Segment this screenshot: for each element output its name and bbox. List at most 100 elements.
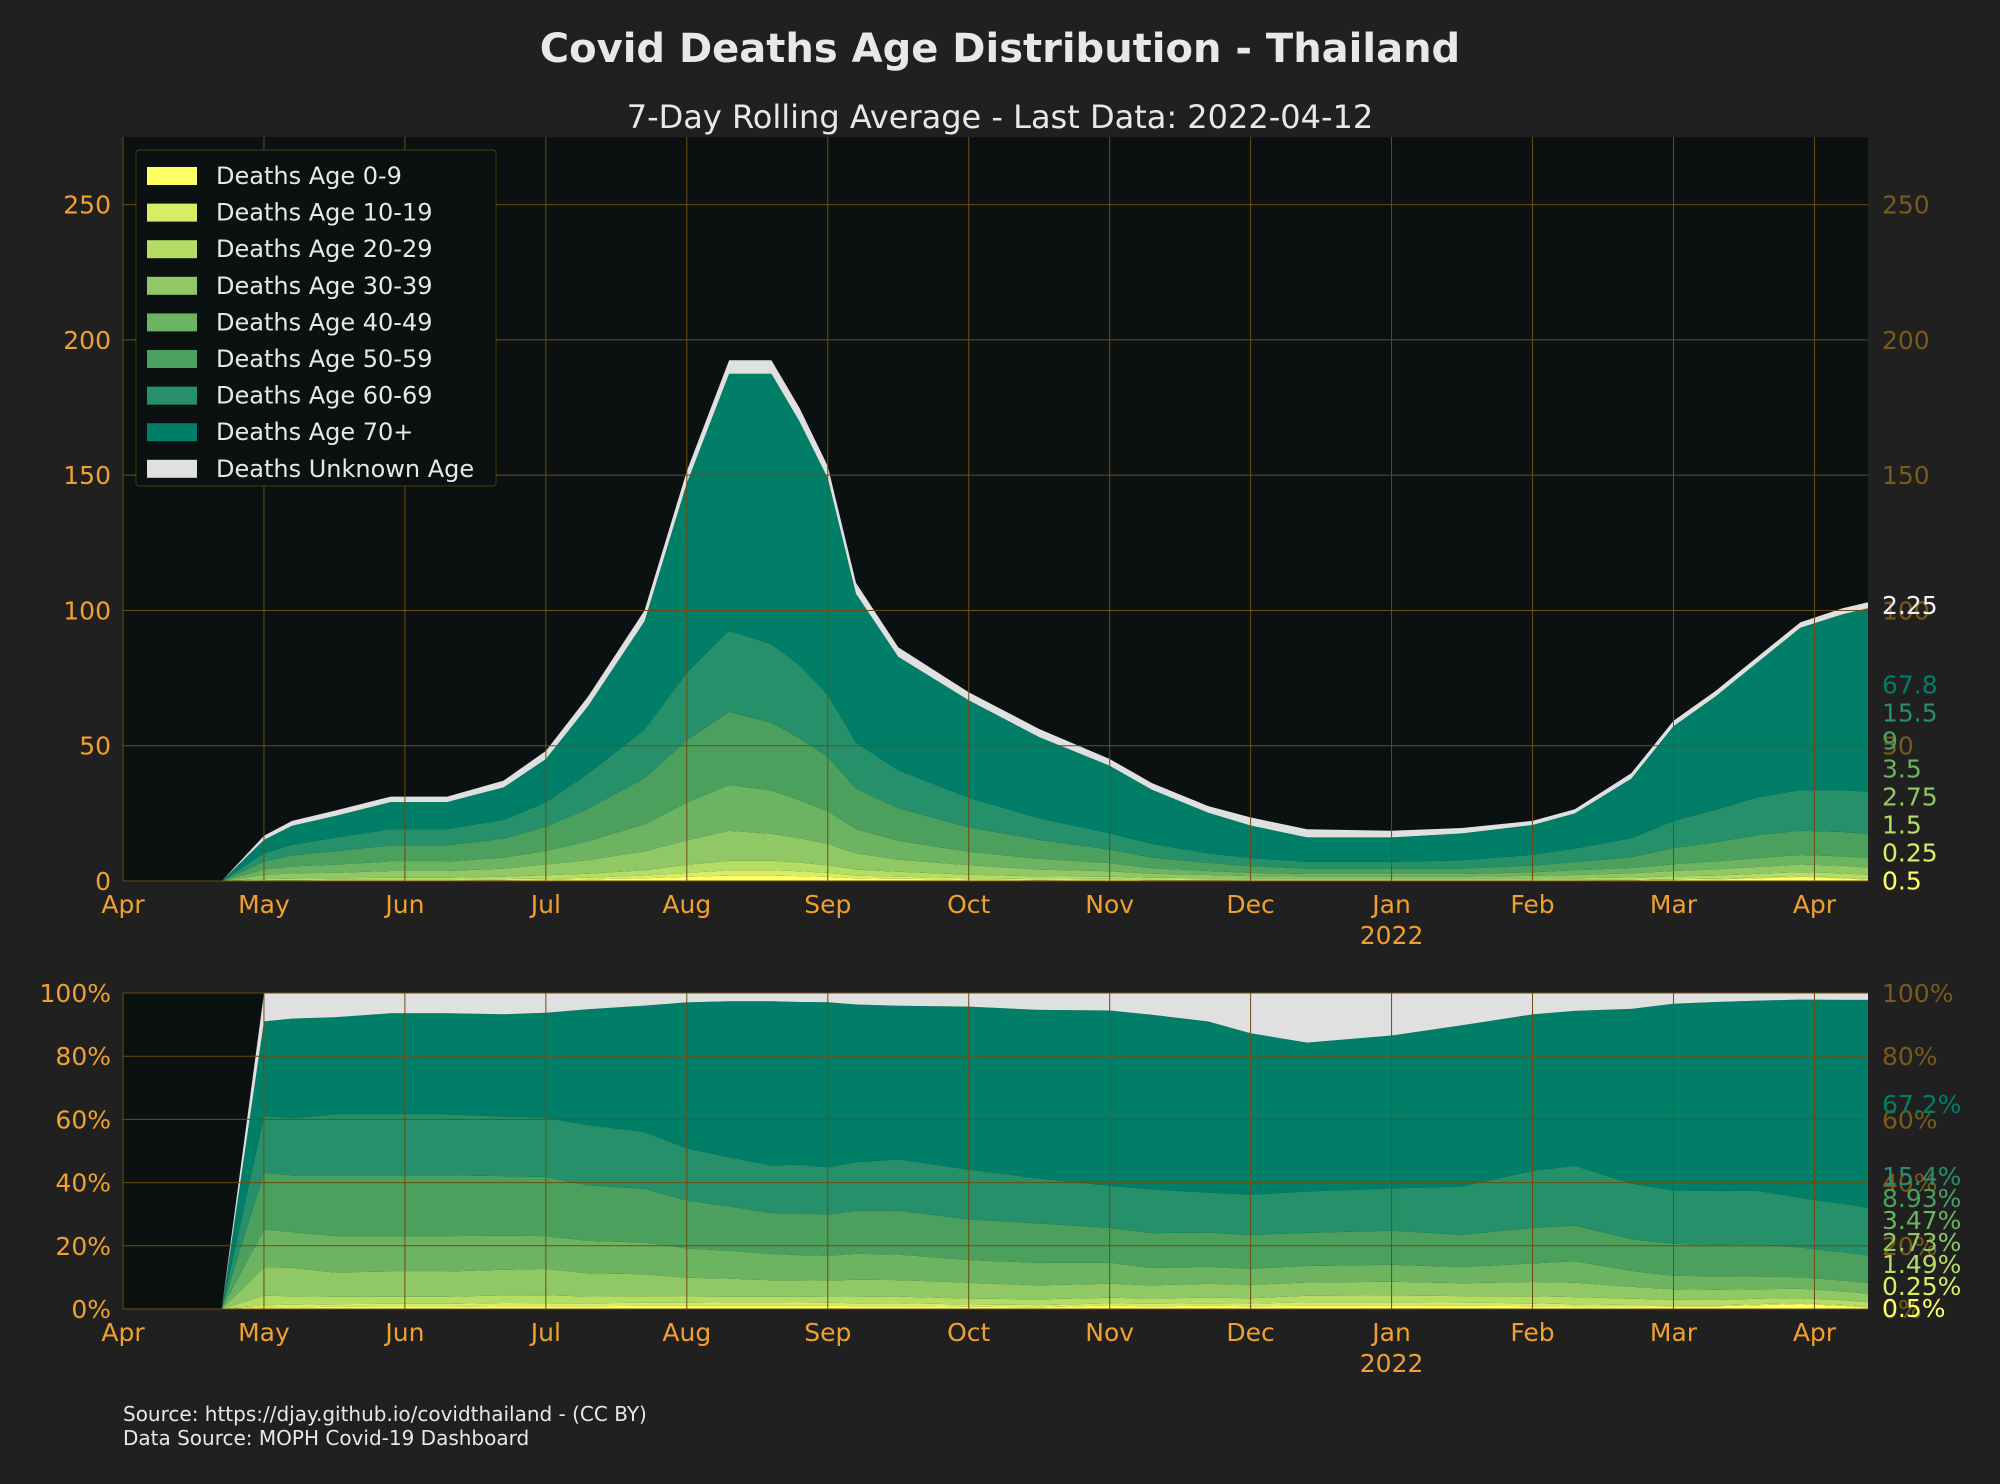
top-y-tick-label-right: 150 xyxy=(1882,461,1930,490)
top-x-tick-label: Sep xyxy=(804,890,851,919)
top-x-tick-label: Jul xyxy=(529,890,561,919)
bottom-x-tick-label: Dec xyxy=(1226,1318,1274,1347)
legend-swatch-9 xyxy=(147,459,197,478)
bottom-y-tick-label: 100% xyxy=(40,979,111,1008)
top-x-tick-label: Jan xyxy=(1370,890,1411,919)
bottom-x-tick-label: Apr xyxy=(101,1318,145,1347)
top-x-tick-label: Jun xyxy=(383,890,424,919)
bottom-y-tick-label-right: 100% xyxy=(1882,979,1953,1008)
top-area-8 xyxy=(123,373,1868,881)
bottom-x-tick-label: Oct xyxy=(947,1318,990,1347)
top-x-tick-label: May xyxy=(238,890,290,919)
bottom-x-tick-label: Feb xyxy=(1510,1318,1554,1347)
top-x-tick-label: Oct xyxy=(947,890,990,919)
bottom-end-label-2: 0.25% xyxy=(1882,1272,1961,1301)
bottom-x-tick-label: Nov xyxy=(1085,1318,1134,1347)
top-y-tick-label: 150 xyxy=(63,461,111,490)
top-y-tick-label: 100 xyxy=(63,596,111,625)
legend-swatch-2 xyxy=(147,203,197,222)
source-line-2: Data Source: MOPH Covid-19 Dashboard xyxy=(123,1426,529,1450)
bottom-area-1 xyxy=(123,1304,1868,1309)
bottom-x-tick-label: Sep xyxy=(804,1318,851,1347)
bottom-end-label-6: 8.93% xyxy=(1882,1184,1961,1213)
top-y-tick-label-right: 100 xyxy=(1882,596,1930,625)
bottom-y-tick-label-right: 80% xyxy=(1882,1042,1938,1071)
top-y-tick-label: 0 xyxy=(95,867,111,896)
legend-label-8: Deaths Age 70+ xyxy=(216,418,413,446)
bottom-x-tick-label: Jun xyxy=(383,1318,424,1347)
bottom-y-tick-label-right: 60% xyxy=(1882,1105,1938,1134)
top-end-label-9: 2.25 xyxy=(1882,591,1938,620)
bottom-end-label-5: 3.47% xyxy=(1882,1206,1961,1235)
legend-label-1: Deaths Age 0-9 xyxy=(216,162,402,190)
top-area-3 xyxy=(123,860,1868,881)
top-x-year-label: 2022 xyxy=(1360,921,1424,950)
bottom-area-2 xyxy=(123,1302,1868,1309)
top-y-tick-label-right: 50 xyxy=(1882,732,1914,761)
top-end-label-2: 0.25 xyxy=(1882,838,1938,867)
top-end-label-4: 2.75 xyxy=(1882,782,1938,811)
bottom-x-tick-label: Aug xyxy=(662,1318,711,1347)
legend-swatch-7 xyxy=(147,386,197,405)
bottom-area-4 xyxy=(123,1267,1868,1309)
legend-label-7: Deaths Age 60-69 xyxy=(216,382,433,410)
top-y-tick-label: 200 xyxy=(63,326,111,355)
bottom-area-3 xyxy=(123,1295,1868,1309)
bottom-y-tick-label: 80% xyxy=(55,1042,111,1071)
top-x-tick-label: Dec xyxy=(1226,890,1274,919)
legend-swatch-5 xyxy=(147,313,197,332)
bottom-x-tick-label: May xyxy=(238,1318,290,1347)
bottom-x-tick-label: Apr xyxy=(1793,1318,1837,1347)
bottom-x-tick-label: Jul xyxy=(529,1318,561,1347)
top-end-label-7: 15.5 xyxy=(1882,698,1938,727)
legend-swatch-6 xyxy=(147,350,197,368)
top-y-tick-label: 250 xyxy=(63,191,111,220)
top-y-tick-label-right: 0 xyxy=(1882,867,1898,896)
top-x-tick-label: Apr xyxy=(1793,890,1837,919)
bottom-y-tick-label-right: 40% xyxy=(1882,1169,1938,1198)
top-x-tick-label: Apr xyxy=(101,890,145,919)
bottom-x-tick-label: Mar xyxy=(1650,1318,1698,1347)
top-area-2 xyxy=(123,870,1868,881)
bottom-x-year-label: 2022 xyxy=(1360,1349,1424,1378)
top-area-6 xyxy=(123,711,1868,881)
bottom-area-7 xyxy=(123,1114,1868,1309)
bottom-area-8 xyxy=(123,999,1868,1309)
top-x-tick-label: Feb xyxy=(1510,890,1554,919)
legend: Deaths Age 0-9 Deaths Age 10-19 Deaths Age… xyxy=(135,149,497,487)
top-y-tick-label: 50 xyxy=(79,732,111,761)
bottom-y-tick-label: 40% xyxy=(55,1169,111,1198)
legend-label-4: Deaths Age 30-39 xyxy=(216,272,433,300)
bottom-area-6 xyxy=(123,1172,1868,1309)
chart-subtitle: 7-Day Rolling Average - Last Data: 2022-… xyxy=(627,98,1374,136)
bottom-y-tick-label-right: 20% xyxy=(1882,1232,1938,1261)
legend-label-3: Deaths Age 20-29 xyxy=(216,235,433,263)
top-end-label-5: 3.5 xyxy=(1882,754,1922,783)
top-area-1 xyxy=(123,875,1868,881)
top-area-7 xyxy=(123,630,1868,881)
top-end-label-6: 9 xyxy=(1882,726,1898,755)
top-x-tick-label: Aug xyxy=(662,890,711,919)
top-x-tick-label: Mar xyxy=(1650,890,1698,919)
bottom-y-tick-label: 60% xyxy=(55,1105,111,1134)
legend-label-2: Deaths Age 10-19 xyxy=(216,199,433,227)
bottom-y-tick-label-right: 0% xyxy=(1882,1295,1922,1324)
source-line-1: Source: https://djay.github.io/covidthai… xyxy=(123,1402,647,1426)
chart-title: Covid Deaths Age Distribution - Thailand xyxy=(540,26,1460,72)
top-end-label-1: 0.5 xyxy=(1882,866,1922,895)
legend-swatch-4 xyxy=(147,276,197,295)
top-area-5 xyxy=(123,785,1868,881)
bottom-end-label-7: 15.4% xyxy=(1882,1162,1961,1191)
bottom-end-label-3: 1.49% xyxy=(1882,1250,1961,1279)
top-y-tick-label-right: 250 xyxy=(1882,191,1930,220)
top-x-tick-label: Nov xyxy=(1085,890,1134,919)
top-end-label-3: 1.5 xyxy=(1882,810,1922,839)
top-end-label-8: 67.8 xyxy=(1882,670,1938,699)
bottom-x-tick-label: Jan xyxy=(1370,1318,1411,1347)
legend-frame xyxy=(135,149,497,487)
bottom-panel: Apr May Jun Jul Aug Sep Oct Nov Dec Jan Feb Mar Apr 2… xyxy=(40,979,1962,1378)
bottom-area-5 xyxy=(123,1229,1868,1309)
legend-swatch-8 xyxy=(147,423,197,442)
